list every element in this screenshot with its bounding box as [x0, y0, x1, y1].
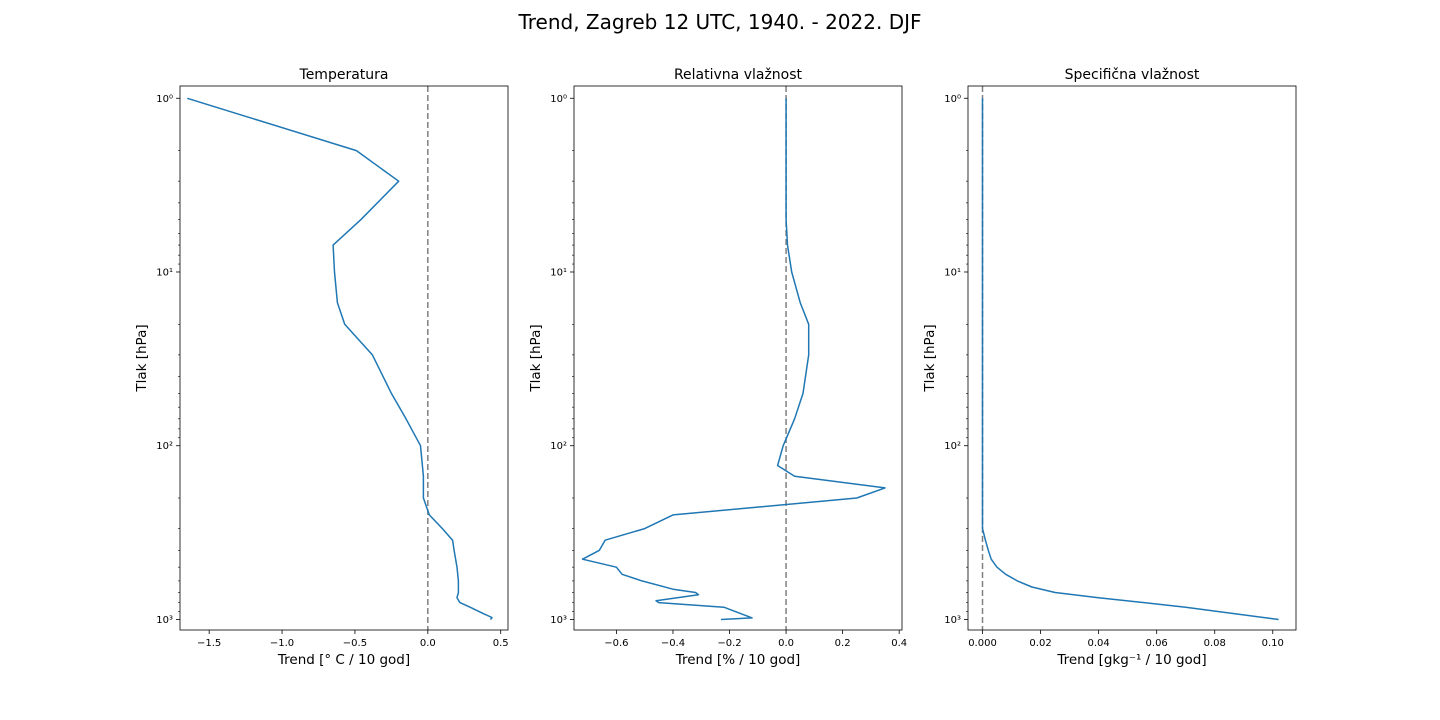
- y-tick-label: 10⁰: [550, 94, 567, 105]
- axes-frame: [967, 85, 1297, 631]
- x-tick-label: 0.08: [1204, 638, 1226, 649]
- y-tick-label: 10¹: [944, 267, 961, 278]
- panel-3: 10⁰ 10¹ 10² 10³ 0.000 0.02 0.04 0.06 0.08 0.10 Spe…: [922, 67, 1297, 668]
- x-tick-label: 0.0: [420, 638, 436, 649]
- axes-frame: [573, 85, 903, 631]
- x-tick-label: 0.02: [1029, 638, 1051, 649]
- x-tick-label: −0.6: [604, 638, 628, 649]
- y-tick-label: 10³: [944, 615, 961, 626]
- series-line: [581, 98, 886, 621]
- y-tick-label: 10²: [550, 441, 567, 452]
- panel-title: Specifična vlažnost: [1065, 67, 1200, 83]
- y-axis-label: Tlak [hPa]: [922, 324, 938, 392]
- x-tick-label: −0.4: [661, 638, 685, 649]
- panel-title: Relativna vlažnost: [674, 67, 803, 83]
- x-tick-label: 0.5: [493, 638, 509, 649]
- x-tick-label: 0.0: [778, 638, 794, 649]
- y-axis-label: Tlak [hPa]: [528, 324, 544, 392]
- x-tick-label: 0.000: [968, 638, 997, 649]
- y-axis-label: Tlak [hPa]: [134, 324, 150, 392]
- y-tick-label: 10²: [944, 441, 961, 452]
- y-tick-label: 10⁰: [156, 94, 173, 105]
- y-tick-label: 10¹: [550, 267, 567, 278]
- x-axis-label: Trend [% / 10 god]: [675, 652, 801, 668]
- x-tick-label: −0.5: [343, 638, 367, 649]
- x-tick-label: 0.2: [835, 638, 851, 649]
- series-line: [187, 97, 493, 620]
- x-tick-label: 0.04: [1087, 638, 1109, 649]
- x-tick-label: −1.5: [197, 638, 221, 649]
- y-tick-label: 10³: [550, 615, 567, 626]
- y-tick-label: 10⁰: [944, 94, 961, 105]
- axes-frame: [179, 85, 509, 631]
- y-tick-label: 10²: [156, 441, 173, 452]
- x-tick-label: −0.2: [717, 638, 741, 649]
- y-tick-label: 10¹: [156, 267, 173, 278]
- x-tick-label: 0.10: [1262, 638, 1284, 649]
- panel-title: Temperatura: [299, 67, 389, 83]
- x-axis-label: Trend [° C / 10 god]: [277, 652, 410, 668]
- x-tick-label: 0.06: [1146, 638, 1168, 649]
- x-tick-label: 0.4: [891, 638, 907, 649]
- series-line: [981, 98, 1279, 621]
- x-tick-label: −1.0: [270, 638, 294, 649]
- figure-title: Trend, Zagreb 12 UTC, 1940. - 2022. DJF: [518, 10, 922, 34]
- panel-2: 10⁰ 10¹ 10² 10³ −0.6 −0.4 −0.2 0.0 0.2 0.4 Relativ…: [528, 67, 907, 668]
- x-axis-label: Trend [gkg⁻¹ / 10 god]: [1056, 652, 1206, 668]
- panel-1: 10⁰ 10¹ 10² 10³ −1.5 −1.0 −0.5 0.0 0.5 Temperatur…: [134, 67, 509, 668]
- y-tick-label: 10³: [156, 615, 173, 626]
